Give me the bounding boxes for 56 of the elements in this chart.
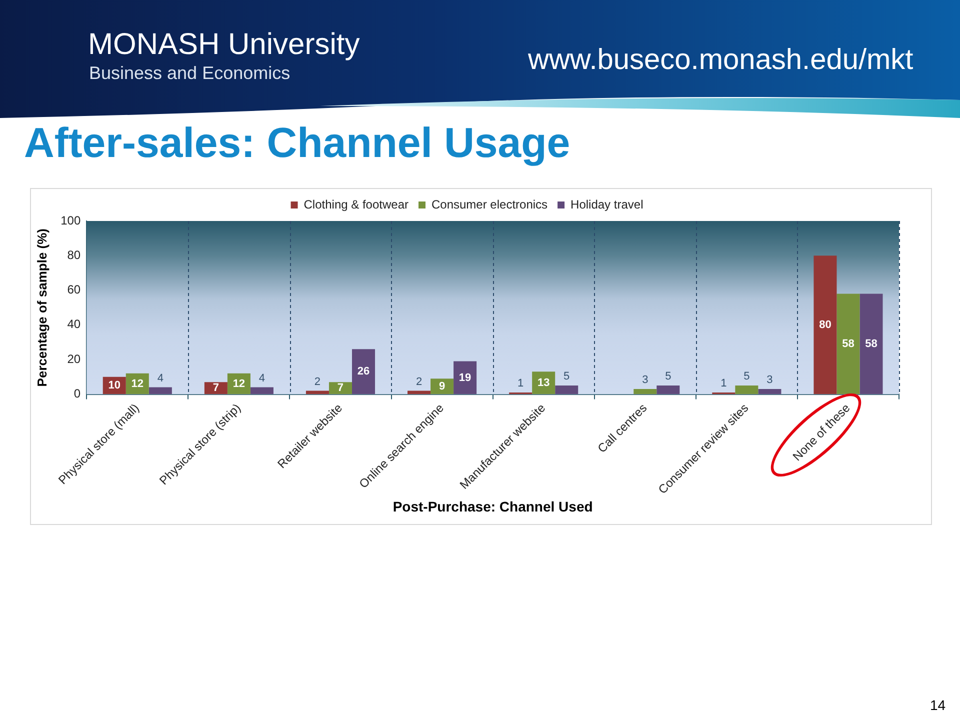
y-tick-label: 40: [67, 317, 81, 332]
data-label: 58: [865, 338, 878, 350]
data-label: 1: [720, 377, 727, 390]
y-tick-label: 80: [67, 248, 81, 262]
data-label: 1: [518, 377, 524, 390]
y-tick-label: 60: [67, 282, 81, 297]
data-label: 5: [564, 370, 570, 383]
bar: [860, 294, 883, 394]
bar: [735, 386, 758, 394]
data-label: 2: [416, 376, 422, 388]
data-label: 12: [232, 378, 246, 390]
bar: [454, 361, 477, 394]
bar: [758, 389, 782, 394]
data-label: 5: [744, 370, 750, 383]
data-label: 10: [108, 380, 121, 392]
bar: [250, 387, 274, 394]
data-label: 5: [665, 370, 672, 383]
data-label: 13: [537, 376, 550, 389]
bar: [328, 382, 352, 394]
text: MONASH University: [88, 28, 360, 62]
bar: [814, 256, 837, 394]
y-tick-label: 20: [67, 352, 81, 366]
bar: [836, 294, 860, 394]
y-tick-label: 0: [74, 386, 81, 401]
legend-label: Holiday travel: [570, 197, 644, 212]
data-label: 4: [157, 372, 164, 384]
y-tick-label: 100: [60, 213, 81, 228]
bar: [555, 386, 578, 394]
bar: [430, 378, 454, 394]
data-label: 4: [258, 372, 266, 384]
data-label: 9: [438, 380, 446, 392]
bar: [656, 386, 680, 394]
y-axis-title: Percentage of sample (%): [34, 228, 50, 387]
bar: [408, 390, 431, 394]
bar: [306, 390, 329, 394]
bar: [634, 389, 657, 394]
legend-label: Consumer electronics: [431, 197, 548, 212]
data-label: 19: [458, 372, 472, 384]
bar: [352, 349, 376, 394]
bar: [148, 387, 172, 394]
bar: [204, 382, 228, 394]
data-label: 26: [357, 366, 370, 378]
x-axis-title: Post-Purchase: Channel Used: [392, 498, 593, 514]
text: 14: [930, 697, 946, 714]
text: Business and Economics: [89, 63, 290, 84]
data-label: 58: [842, 338, 854, 350]
data-label: 12: [131, 378, 144, 390]
text: www.buseco.monash.edu/mkt: [528, 44, 914, 78]
chart-title: After-sales: Channel Usage: [24, 119, 570, 166]
data-label: 80: [819, 318, 832, 331]
data-label: 2: [314, 376, 321, 388]
legend-label: Clothing & footwear: [304, 197, 408, 212]
data-label: 7: [337, 382, 344, 394]
data-label: 7: [212, 382, 219, 394]
data-label: 3: [642, 374, 648, 386]
data-label: 3: [766, 374, 773, 386]
